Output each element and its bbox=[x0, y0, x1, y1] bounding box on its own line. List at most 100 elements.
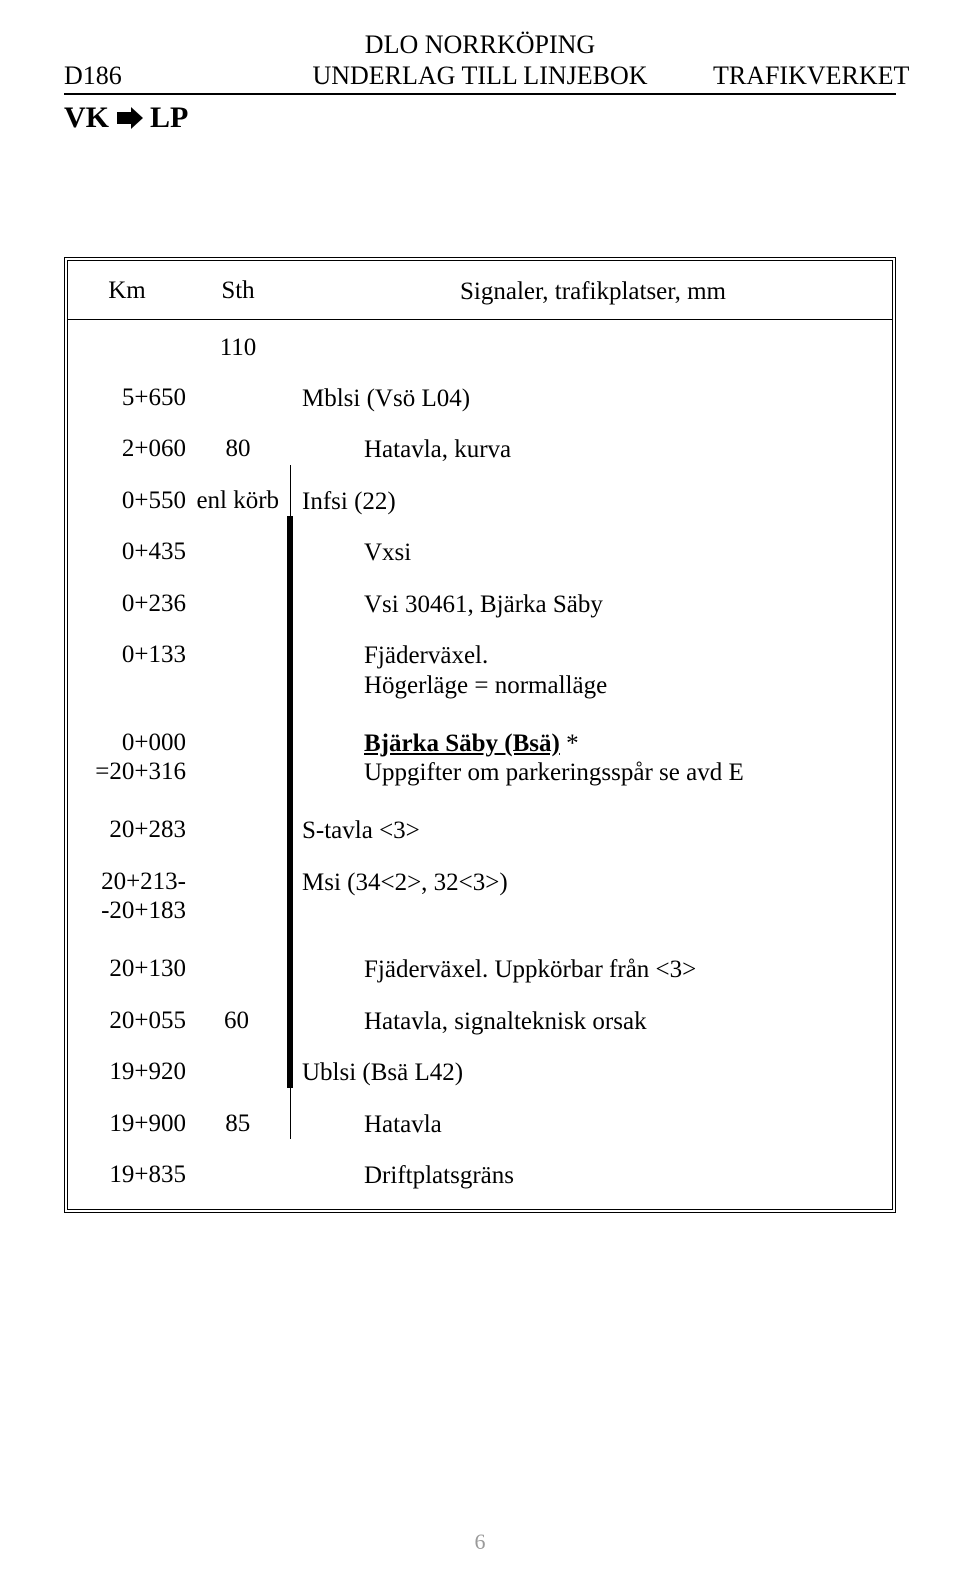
cell-signal: Vxsi bbox=[302, 516, 892, 568]
table-row: 20+213- Msi (34<2>, 32<3>) bbox=[68, 846, 892, 898]
col-header-sth: Sth bbox=[186, 265, 290, 319]
cell-signal: Fjäderväxel. Uppkörbar från <3> bbox=[302, 933, 892, 985]
cell-sth bbox=[186, 846, 290, 898]
table-row: 20+05560Hatavla, signalteknisk orsak bbox=[68, 985, 892, 1037]
cell-signal bbox=[302, 319, 892, 362]
rail-cell bbox=[290, 758, 302, 794]
table-row: 20+130 Fjäderväxel. Uppkörbar från <3> bbox=[68, 933, 892, 985]
station-name: Bjärka Säby (Bsä) bbox=[364, 730, 560, 757]
cell-signal: Mblsi (Vsö L04) bbox=[302, 362, 892, 414]
cell-signal: Ublsi (Bsä L42) bbox=[302, 1036, 892, 1088]
cell-sth bbox=[186, 516, 290, 568]
cell-sth bbox=[186, 362, 290, 414]
col-header-km: Km bbox=[68, 265, 186, 319]
cell-km: 0+236 bbox=[68, 568, 186, 620]
cell-signal: Hatavla, signalteknisk orsak bbox=[302, 985, 892, 1037]
cell-km: 5+650 bbox=[68, 362, 186, 414]
rail-cell bbox=[290, 413, 302, 465]
cell-km: 2+060 bbox=[68, 413, 186, 465]
cell-km: 19+920 bbox=[68, 1036, 186, 1088]
cell-km bbox=[68, 671, 186, 707]
table-row: =20+316 Uppgifter om parkeringsspår se av… bbox=[68, 758, 892, 794]
cell-signal: Hatavla, kurva bbox=[302, 413, 892, 465]
table-row: 2+06080Hatavla, kurva bbox=[68, 413, 892, 465]
cell-sth bbox=[186, 707, 290, 759]
col-header-sig: Signaler, trafikplatser, mm bbox=[302, 265, 892, 319]
table-row: 0+435Vxsi bbox=[68, 516, 892, 568]
cell-sth bbox=[186, 1139, 290, 1205]
rail-cell bbox=[290, 568, 302, 620]
cell-sth bbox=[186, 671, 290, 707]
rail-cell bbox=[290, 619, 302, 671]
cell-sth: 110 bbox=[186, 319, 290, 362]
cell-km: -20+183 bbox=[68, 897, 186, 933]
cell-sth bbox=[186, 568, 290, 620]
table-row: 5+650 Mblsi (Vsö L04) bbox=[68, 362, 892, 414]
cell-km: 0+000 bbox=[68, 707, 186, 759]
cell-sth bbox=[186, 1036, 290, 1088]
rail-cell bbox=[290, 671, 302, 707]
cell-signal: Bjärka Säby (Bsä) * bbox=[302, 707, 892, 759]
cell-km: 19+835 bbox=[68, 1139, 186, 1205]
table-row: 0+550enl körbInfsi (22) bbox=[68, 465, 892, 517]
cell-signal: Högerläge = normalläge bbox=[302, 671, 892, 707]
cell-km bbox=[68, 319, 186, 362]
cell-signal: Driftplatsgräns bbox=[302, 1139, 892, 1205]
cell-km: 20+213- bbox=[68, 846, 186, 898]
cell-sth: enl körb bbox=[186, 465, 290, 517]
header-center-line2: UNDERLAG TILL LINJEBOK bbox=[247, 60, 713, 91]
cell-signal: Uppgifter om parkeringsspår se avd E bbox=[302, 758, 892, 794]
cell-signal: Vsi 30461, Bjärka Säby bbox=[302, 568, 892, 620]
cell-km: 20+283 bbox=[68, 794, 186, 846]
cell-km: 20+130 bbox=[68, 933, 186, 985]
cell-km: 19+900 bbox=[68, 1088, 186, 1140]
cell-signal: S-tavla <3> bbox=[302, 794, 892, 846]
header-underline bbox=[64, 93, 896, 95]
header-right: TRAFIKVERKET bbox=[713, 60, 896, 91]
cell-sth bbox=[186, 933, 290, 985]
cell-sth: 85 bbox=[186, 1088, 290, 1140]
table-row: 110 bbox=[68, 319, 892, 362]
rail-cell bbox=[290, 1036, 302, 1088]
signal-table: Km Sth Signaler, trafikplatser, mm 1105+… bbox=[68, 265, 892, 1205]
station-suffix: * bbox=[560, 730, 579, 757]
rail-cell bbox=[290, 985, 302, 1037]
cell-signal bbox=[302, 897, 892, 933]
cell-sth bbox=[186, 758, 290, 794]
table-row: 0+236 Vsi 30461, Bjärka Säby bbox=[68, 568, 892, 620]
cell-sth bbox=[186, 897, 290, 933]
table-row: -20+183 bbox=[68, 897, 892, 933]
table-row: 19+920 Ublsi (Bsä L42) bbox=[68, 1036, 892, 1088]
rail-cell bbox=[290, 933, 302, 985]
table-frame: Km Sth Signaler, trafikplatser, mm 1105+… bbox=[64, 257, 896, 1213]
table-header-row: Km Sth Signaler, trafikplatser, mm bbox=[68, 265, 892, 319]
table-row: 0+133Fjäderväxel. bbox=[68, 619, 892, 671]
table-row: Högerläge = normalläge bbox=[68, 671, 892, 707]
route-line: VK LP bbox=[64, 101, 896, 137]
route-to: LP bbox=[150, 101, 188, 134]
header-left-code: D186 bbox=[64, 60, 247, 91]
header-row: D186 UNDERLAG TILL LINJEBOK TRAFIKVERKET bbox=[64, 60, 896, 91]
rail-cell bbox=[290, 794, 302, 846]
page: DLO NORRKÖPING D186 UNDERLAG TILL LINJEB… bbox=[0, 0, 960, 1583]
cell-signal: Hatavla bbox=[302, 1088, 892, 1140]
table-row: 19+90085Hatavla bbox=[68, 1088, 892, 1140]
cell-signal: Msi (34<2>, 32<3>) bbox=[302, 846, 892, 898]
route-arrow-icon bbox=[117, 103, 143, 137]
cell-signal: Fjäderväxel. bbox=[302, 619, 892, 671]
rail-cell bbox=[290, 1088, 302, 1140]
rail-cell bbox=[290, 846, 302, 898]
cell-sth: 80 bbox=[186, 413, 290, 465]
route-from: VK bbox=[64, 101, 109, 134]
col-header-rail bbox=[290, 265, 302, 319]
rail-cell bbox=[290, 897, 302, 933]
rail-cell bbox=[290, 319, 302, 362]
rail-cell bbox=[290, 1139, 302, 1205]
cell-signal: Infsi (22) bbox=[302, 465, 892, 517]
table-row: 19+835 Driftplatsgräns bbox=[68, 1139, 892, 1205]
cell-km: 20+055 bbox=[68, 985, 186, 1037]
page-footer: 6 bbox=[0, 1529, 960, 1555]
rail-cell bbox=[290, 465, 302, 517]
header-center-line1: DLO NORRKÖPING bbox=[64, 30, 896, 60]
cell-km: =20+316 bbox=[68, 758, 186, 794]
